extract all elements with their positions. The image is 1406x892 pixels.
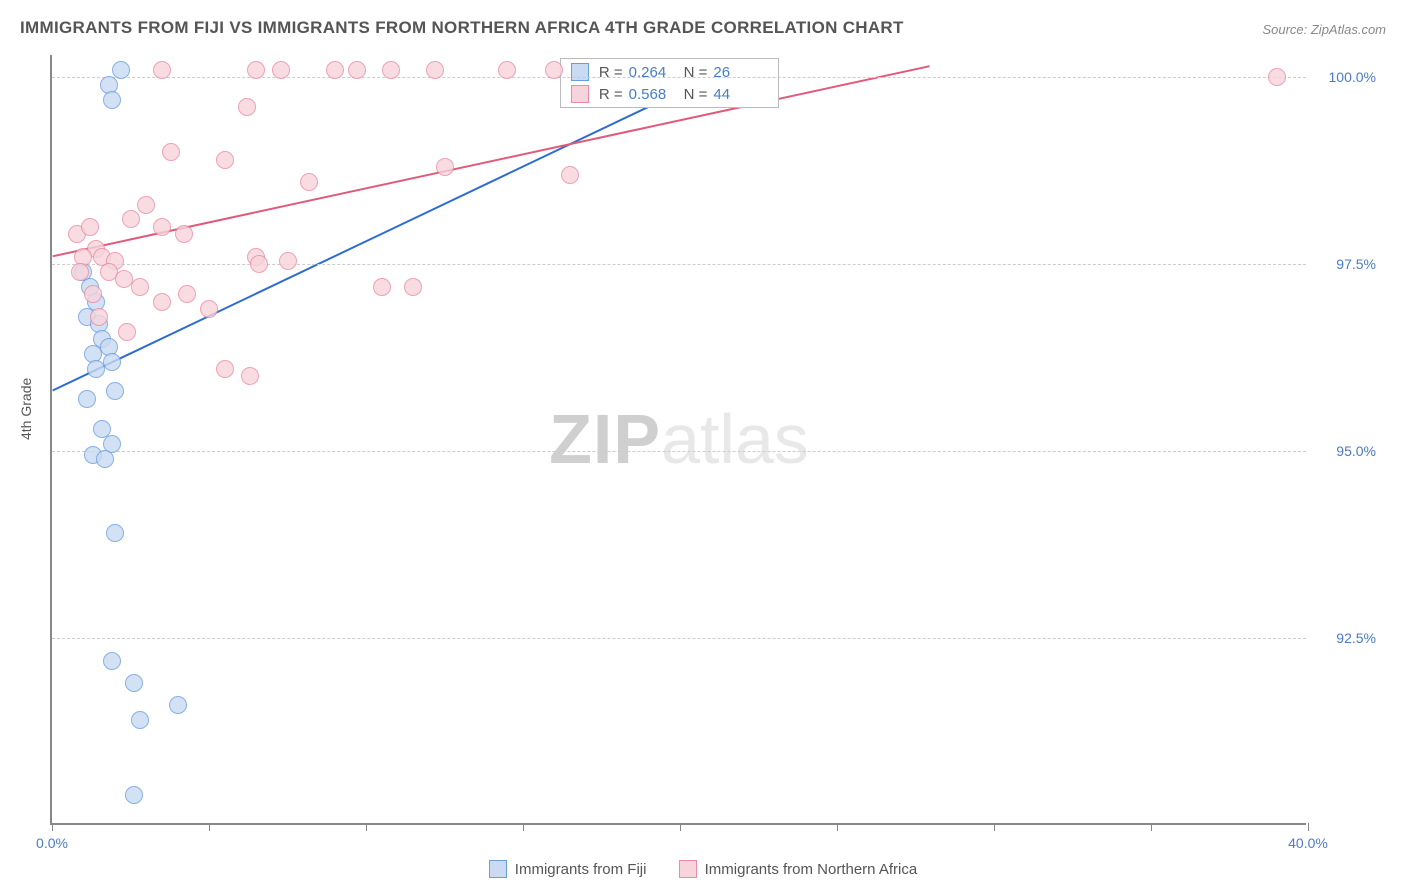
data-point-fiji: [96, 450, 114, 468]
x-tick-label: 40.0%: [1288, 835, 1328, 851]
chart-title: IMMIGRANTS FROM FIJI VS IMMIGRANTS FROM …: [20, 18, 904, 38]
legend-swatch-nafrica: [679, 860, 697, 878]
data-point-nafrica: [498, 61, 516, 79]
data-point-nafrica: [326, 61, 344, 79]
series-legend: Immigrants from Fiji Immigrants from Nor…: [0, 860, 1406, 882]
x-tick: [366, 823, 367, 831]
data-point-nafrica: [122, 210, 140, 228]
data-point-fiji: [78, 390, 96, 408]
gridline: [52, 638, 1306, 639]
source-label: Source: ZipAtlas.com: [1262, 22, 1386, 37]
legend-label-fiji: Immigrants from Fiji: [515, 861, 647, 878]
data-point-fiji: [106, 382, 124, 400]
gridline: [52, 77, 1306, 78]
x-tick: [1308, 823, 1309, 831]
n-value-nafrica: 44: [713, 86, 768, 103]
y-tick-label: 100.0%: [1329, 69, 1376, 85]
data-point-nafrica: [247, 61, 265, 79]
data-point-nafrica: [153, 61, 171, 79]
data-point-fiji: [169, 696, 187, 714]
n-prefix: N =: [684, 86, 708, 103]
data-point-nafrica: [373, 278, 391, 296]
data-point-nafrica: [436, 158, 454, 176]
data-point-fiji: [103, 652, 121, 670]
chart-plot-area: ZIPatlas R = 0.264 N = 26 R = 0.568 N = …: [50, 55, 1306, 825]
watermark-zip: ZIP: [549, 400, 661, 478]
gridline: [52, 264, 1306, 265]
legend-row-fiji: R = 0.264 N = 26: [561, 61, 779, 83]
data-point-nafrica: [84, 285, 102, 303]
x-tick-label: 0.0%: [36, 835, 68, 851]
legend-label-nafrica: Immigrants from Northern Africa: [705, 861, 918, 878]
watermark-atlas: atlas: [661, 400, 809, 478]
legend-item-nafrica: Immigrants from Northern Africa: [679, 860, 918, 878]
x-tick: [680, 823, 681, 831]
data-point-nafrica: [216, 360, 234, 378]
legend-swatch-nafrica: [571, 85, 589, 103]
data-point-fiji: [87, 360, 105, 378]
data-point-fiji: [112, 61, 130, 79]
data-point-nafrica: [162, 143, 180, 161]
data-point-nafrica: [348, 61, 366, 79]
legend-swatch-fiji: [489, 860, 507, 878]
data-point-nafrica: [81, 218, 99, 236]
x-tick: [994, 823, 995, 831]
data-point-fiji: [103, 353, 121, 371]
data-point-nafrica: [545, 61, 563, 79]
y-tick-label: 97.5%: [1336, 256, 1376, 272]
data-point-nafrica: [426, 61, 444, 79]
data-point-nafrica: [279, 252, 297, 270]
data-point-nafrica: [241, 367, 259, 385]
y-tick-label: 95.0%: [1336, 443, 1376, 459]
data-point-fiji: [125, 674, 143, 692]
legend-row-nafrica: R = 0.568 N = 44: [561, 83, 779, 105]
r-value-nafrica: 0.568: [629, 86, 684, 103]
data-point-nafrica: [1268, 68, 1286, 86]
data-point-fiji: [125, 786, 143, 804]
data-point-nafrica: [153, 293, 171, 311]
x-tick: [523, 823, 524, 831]
x-tick: [209, 823, 210, 831]
data-point-nafrica: [250, 255, 268, 273]
data-point-nafrica: [561, 166, 579, 184]
x-tick: [1151, 823, 1152, 831]
data-point-fiji: [106, 524, 124, 542]
legend-item-fiji: Immigrants from Fiji: [489, 860, 647, 878]
data-point-nafrica: [153, 218, 171, 236]
trend-lines-svg: [52, 55, 1306, 823]
data-point-nafrica: [90, 308, 108, 326]
gridline: [52, 451, 1306, 452]
x-tick: [52, 823, 53, 831]
data-point-nafrica: [175, 225, 193, 243]
r-prefix: R =: [599, 86, 623, 103]
y-tick-label: 92.5%: [1336, 630, 1376, 646]
correlation-legend: R = 0.264 N = 26 R = 0.568 N = 44: [560, 58, 780, 108]
data-point-nafrica: [272, 61, 290, 79]
watermark: ZIPatlas: [549, 399, 809, 479]
x-tick: [837, 823, 838, 831]
y-axis-label: 4th Grade: [18, 378, 34, 440]
data-point-nafrica: [131, 278, 149, 296]
data-point-nafrica: [200, 300, 218, 318]
data-point-nafrica: [300, 173, 318, 191]
data-point-fiji: [131, 711, 149, 729]
data-point-nafrica: [238, 98, 256, 116]
data-point-nafrica: [118, 323, 136, 341]
data-point-nafrica: [404, 278, 422, 296]
data-point-nafrica: [178, 285, 196, 303]
data-point-nafrica: [216, 151, 234, 169]
data-point-nafrica: [71, 263, 89, 281]
data-point-nafrica: [382, 61, 400, 79]
data-point-nafrica: [137, 196, 155, 214]
data-point-fiji: [103, 91, 121, 109]
